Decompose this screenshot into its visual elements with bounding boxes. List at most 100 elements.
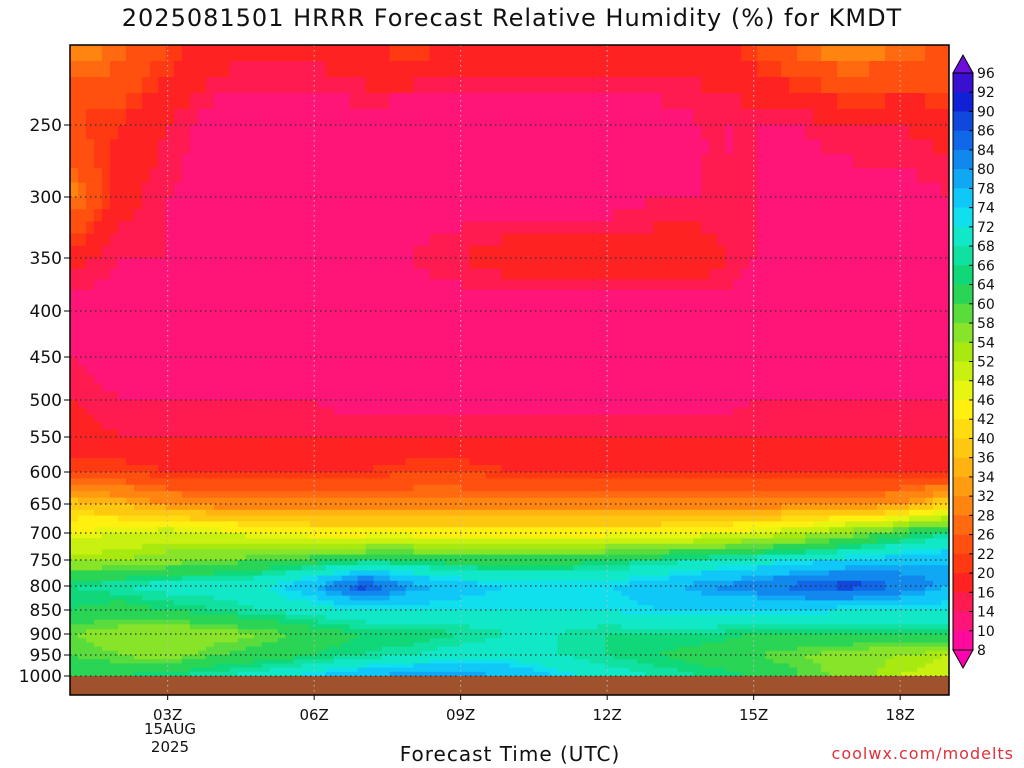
heatmap-cell: [109, 289, 119, 301]
heatmap-cell: [293, 357, 303, 367]
heatmap-cell: [317, 429, 327, 438]
heatmap-cell: [461, 437, 471, 445]
heatmap-cell: [333, 484, 343, 492]
heatmap-cell: [581, 444, 591, 452]
heatmap-cell: [197, 209, 207, 222]
heatmap-cell: [365, 125, 375, 140]
heatmap-cell: [421, 311, 431, 321]
heatmap-cell: [669, 221, 678, 235]
heatmap-cell: [837, 279, 846, 291]
heatmap-cell: [933, 465, 942, 473]
heatmap-cell: [613, 93, 622, 110]
heatmap-cell: [277, 365, 287, 375]
heatmap-cell: [933, 182, 942, 198]
heatmap-cell: [213, 504, 223, 511]
heatmap-cell: [909, 437, 918, 445]
heatmap-cell: [589, 347, 598, 358]
heatmap-cell: [333, 338, 343, 349]
heatmap-cell: [253, 197, 263, 210]
heatmap-cell: [237, 139, 247, 155]
heatmap-cell: [293, 382, 303, 392]
heatmap-cell: [77, 320, 87, 330]
heatmap-cell: [301, 458, 311, 466]
heatmap-cell: [389, 504, 399, 511]
heatmap-cell: [789, 414, 798, 423]
heatmap-cell: [429, 233, 439, 247]
heatmap-cell: [437, 329, 447, 340]
heatmap-cell: [485, 437, 495, 445]
heatmap-cell: [581, 437, 591, 445]
heatmap-cell: [677, 125, 686, 140]
heatmap-cell: [917, 478, 926, 486]
heatmap-cell: [149, 504, 159, 511]
heatmap-cell: [141, 279, 151, 291]
heatmap-cell: [637, 347, 646, 358]
heatmap-cell: [437, 125, 447, 140]
heatmap-cell: [909, 182, 918, 198]
heatmap-cell: [181, 61, 191, 78]
heatmap-cell: [405, 465, 415, 473]
heatmap-cell: [277, 407, 287, 416]
heatmap-cell: [909, 407, 918, 416]
heatmap-cell: [373, 400, 383, 408]
heatmap-cell: [853, 300, 862, 312]
heatmap-cell: [229, 391, 239, 401]
heatmap-cell: [157, 422, 167, 431]
heatmap-cell: [325, 311, 335, 321]
heatmap-cell: [533, 311, 543, 321]
heatmap-cell: [541, 357, 551, 367]
heatmap-cell: [157, 209, 167, 222]
heatmap-cell: [189, 139, 199, 155]
heatmap-cell: [141, 497, 151, 505]
heatmap-cell: [557, 382, 567, 392]
heatmap-cell: [213, 168, 223, 184]
heatmap-cell: [933, 458, 942, 466]
heatmap-cell: [237, 268, 247, 280]
heatmap-cell: [853, 391, 862, 401]
heatmap-cell: [661, 258, 670, 270]
heatmap-cell: [765, 182, 774, 198]
heatmap-cell: [861, 300, 870, 312]
heatmap-cell: [173, 268, 183, 280]
heatmap-cell: [269, 289, 279, 301]
heatmap-cell: [325, 444, 335, 452]
heatmap-cell: [205, 504, 215, 511]
heatmap-cell: [805, 289, 814, 301]
heatmap-cell: [109, 300, 119, 312]
heatmap-cell: [285, 414, 295, 423]
heatmap-cell: [925, 497, 934, 505]
heatmap-cell: [525, 109, 535, 126]
heatmap-cell: [70, 391, 79, 401]
heatmap-cell: [925, 414, 934, 423]
heatmap-cell: [157, 221, 167, 235]
heatmap-cell: [181, 437, 191, 445]
heatmap-cell: [765, 125, 774, 140]
heatmap-cell: [301, 429, 311, 438]
heatmap-cell: [725, 109, 734, 126]
heatmap-cell: [525, 429, 535, 438]
heatmap-cell: [653, 382, 662, 392]
heatmap-cell: [165, 497, 175, 505]
heatmap-cell: [773, 245, 782, 259]
heatmap-cell: [517, 465, 527, 473]
heatmap-cell: [125, 391, 135, 401]
heatmap-cell: [845, 268, 854, 280]
heatmap-cell: [109, 209, 119, 222]
heatmap-cell: [509, 320, 519, 330]
heatmap-cell: [757, 289, 766, 301]
heatmap-cell: [70, 45, 79, 62]
heatmap-cell: [205, 245, 215, 259]
heatmap-cell: [845, 357, 854, 367]
heatmap-cell: [125, 374, 135, 384]
heatmap-cell: [77, 374, 87, 384]
heatmap-cell: [797, 451, 806, 459]
heatmap-cell: [573, 289, 583, 301]
heatmap-cell: [229, 45, 239, 62]
heatmap-cell: [421, 365, 431, 375]
heatmap-cell: [173, 245, 183, 259]
heatmap-cell: [661, 300, 670, 312]
heatmap-cell: [669, 400, 678, 408]
heatmap-cell: [397, 472, 407, 479]
heatmap-cell: [597, 365, 606, 375]
heatmap-cell: [677, 347, 686, 358]
